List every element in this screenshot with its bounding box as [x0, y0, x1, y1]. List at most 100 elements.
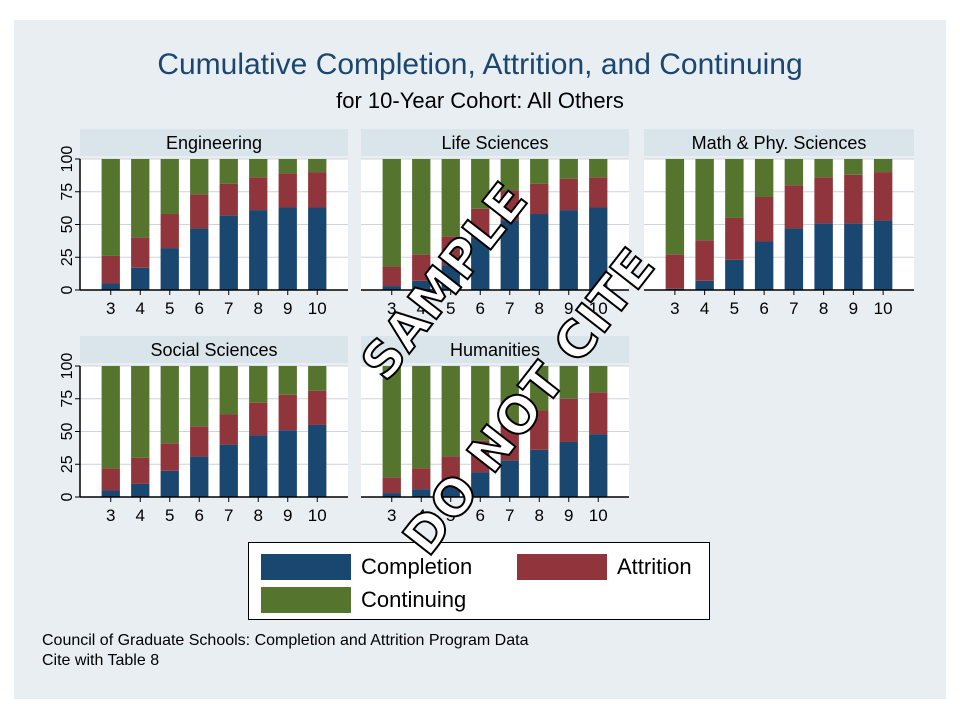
bar-continuing	[559, 366, 578, 399]
bar-continuing	[101, 366, 120, 469]
bar-attrition	[219, 183, 238, 216]
bar-continuing	[219, 366, 238, 415]
bar-continuing	[844, 159, 863, 175]
bar-continuing	[754, 159, 774, 197]
bar-attrition	[530, 410, 549, 450]
bar-completion	[589, 434, 608, 497]
bar-attrition	[784, 185, 804, 229]
bar-continuing	[308, 366, 327, 391]
x-tick-label: 3	[670, 299, 679, 318]
x-tick-label: 3	[106, 506, 115, 525]
bar-completion	[131, 483, 150, 497]
x-tick-label: 6	[476, 299, 485, 318]
bar-completion	[754, 241, 774, 290]
x-tick-label: 9	[849, 299, 858, 318]
bar-continuing	[382, 159, 401, 267]
y-tick-label: 25	[59, 248, 76, 266]
bar-attrition	[101, 468, 120, 491]
bar-continuing	[471, 159, 490, 209]
legend-swatch-completion	[261, 554, 351, 580]
x-tick-label: 10	[308, 299, 327, 318]
bar-continuing	[249, 366, 268, 403]
x-tick-label: 10	[874, 299, 893, 318]
bar-completion	[308, 424, 327, 497]
bar-attrition	[471, 440, 490, 473]
bar-attrition	[160, 214, 179, 249]
bar-attrition	[131, 457, 150, 484]
x-tick-label: 9	[283, 299, 292, 318]
bar-attrition	[500, 423, 519, 461]
bar-completion	[278, 207, 297, 290]
legend: Completion Attrition Continuing	[248, 542, 710, 620]
bar-completion	[471, 237, 490, 290]
bar-attrition	[559, 398, 578, 442]
x-tick-label: 10	[308, 506, 327, 525]
y-tick-label: 75	[59, 183, 76, 201]
bar-attrition	[249, 177, 268, 211]
bar-completion	[382, 286, 401, 290]
bar-continuing	[278, 159, 297, 174]
x-tick-label: 7	[224, 299, 233, 318]
bar-attrition	[844, 174, 863, 224]
bar-completion	[844, 223, 863, 290]
x-tick-label: 8	[254, 299, 263, 318]
x-tick-label: 7	[505, 299, 514, 318]
bar-completion	[131, 267, 150, 290]
panel-title: Math & Phy. Sciences	[692, 133, 867, 153]
bar-continuing	[219, 159, 238, 184]
bar-attrition	[589, 177, 608, 208]
bar-completion	[249, 435, 268, 497]
bar-completion	[412, 280, 431, 290]
bar-attrition	[441, 456, 460, 483]
legend-swatch-continuing	[261, 587, 351, 613]
bar-attrition	[412, 254, 431, 281]
x-tick-label: 7	[789, 299, 798, 318]
legend-label-completion: Completion	[361, 554, 473, 579]
bar-completion	[500, 460, 519, 497]
bar-continuing	[589, 159, 608, 178]
panel-2: Math & Phy. Sciences 3 4 5 6 7 8 9 10	[644, 129, 914, 318]
bar-attrition	[500, 190, 519, 221]
bar-continuing	[471, 366, 490, 441]
bar-continuing	[725, 159, 744, 218]
bar-continuing	[500, 366, 519, 424]
x-tick-label: 5	[165, 506, 174, 525]
x-tick-label: 5	[165, 299, 174, 318]
bar-attrition	[308, 172, 327, 208]
bar-attrition	[530, 183, 549, 215]
bar-continuing	[278, 366, 297, 395]
y-tick-label: 0	[59, 285, 76, 294]
x-tick-label: 9	[564, 299, 573, 318]
x-tick-label: 6	[759, 299, 768, 318]
y-tick-label: 100	[59, 353, 76, 380]
source-note: Council of Graduate Schools: Completion …	[42, 632, 529, 649]
x-tick-label: 6	[195, 506, 204, 525]
y-tick-label: 75	[59, 390, 76, 408]
legend-label-continuing: Continuing	[361, 587, 467, 612]
bar-completion	[559, 210, 578, 290]
bar-continuing	[500, 159, 519, 191]
bar-completion	[814, 223, 833, 290]
y-tick-label: 100	[59, 146, 76, 173]
x-tick-label: 8	[819, 299, 828, 318]
bar-completion	[278, 430, 297, 497]
bar-continuing	[784, 159, 804, 186]
bar-completion	[101, 283, 120, 290]
bar-completion	[471, 472, 490, 497]
bar-continuing	[382, 366, 401, 478]
x-tick-label: 10	[589, 299, 608, 318]
bar-continuing	[665, 159, 685, 255]
x-tick-label: 7	[224, 506, 233, 525]
bar-completion	[249, 210, 268, 290]
bar-completion	[530, 449, 549, 497]
x-tick-label: 7	[505, 506, 514, 525]
panel-header	[80, 336, 348, 363]
x-tick-label: 5	[730, 299, 739, 318]
bar-completion	[101, 490, 120, 497]
bar-attrition	[589, 392, 608, 435]
bar-attrition	[725, 217, 744, 260]
bar-continuing	[249, 159, 268, 178]
bar-completion	[530, 214, 549, 290]
bar-completion	[441, 265, 460, 290]
